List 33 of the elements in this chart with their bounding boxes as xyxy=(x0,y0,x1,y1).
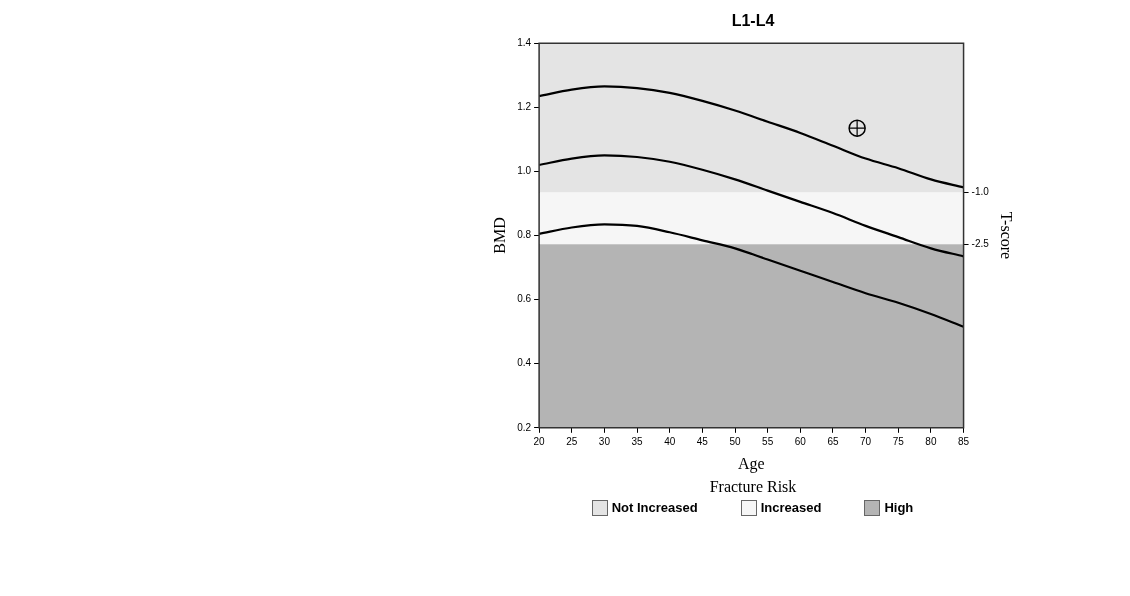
x-tick-label: 65 xyxy=(827,435,839,447)
y-tick-label: 0.2 xyxy=(517,421,532,433)
y2-tick-label: -1.0 xyxy=(971,186,990,198)
y-axis-title: BMD xyxy=(490,217,508,254)
y-tick-label: 0.4 xyxy=(517,357,532,369)
x-tick-label: 35 xyxy=(631,435,644,447)
x-tick-label: 80 xyxy=(925,435,937,447)
legend-label: Increased xyxy=(760,500,822,515)
line-series xyxy=(539,85,964,189)
x-tick-label: 75 xyxy=(892,435,905,447)
x-tick-label: 25 xyxy=(566,435,578,447)
y-tick-label: 0.8 xyxy=(517,229,532,241)
line-series xyxy=(539,154,964,258)
x-tick-label: 70 xyxy=(860,435,872,447)
y2-axis-title: T-score xyxy=(998,211,1016,260)
x-tick-label: 55 xyxy=(762,435,774,447)
x-tick-label: 45 xyxy=(696,435,709,447)
legend-label: High xyxy=(884,500,914,515)
legend-title: Fracture Risk xyxy=(708,478,798,496)
x-tick-label: 60 xyxy=(794,435,807,447)
x-tick-label: 40 xyxy=(664,435,676,447)
x-tick-label: 30 xyxy=(598,435,611,447)
chart-title: L1-L4 xyxy=(731,12,775,30)
x-axis-title: Age xyxy=(738,454,765,473)
y-tick-label: 1.0 xyxy=(517,165,532,177)
y-tick-label: 0.6 xyxy=(517,293,532,305)
y2-tick-label: -2.5 xyxy=(971,238,990,250)
x-tick-label: 85 xyxy=(958,435,970,447)
legend-label: Not Increased xyxy=(611,500,698,515)
x-tick-label: 50 xyxy=(729,435,742,447)
y-tick-label: 1.2 xyxy=(517,101,532,113)
x-tick-label: 20 xyxy=(533,435,546,447)
y-tick-label: 1.4 xyxy=(517,36,532,48)
